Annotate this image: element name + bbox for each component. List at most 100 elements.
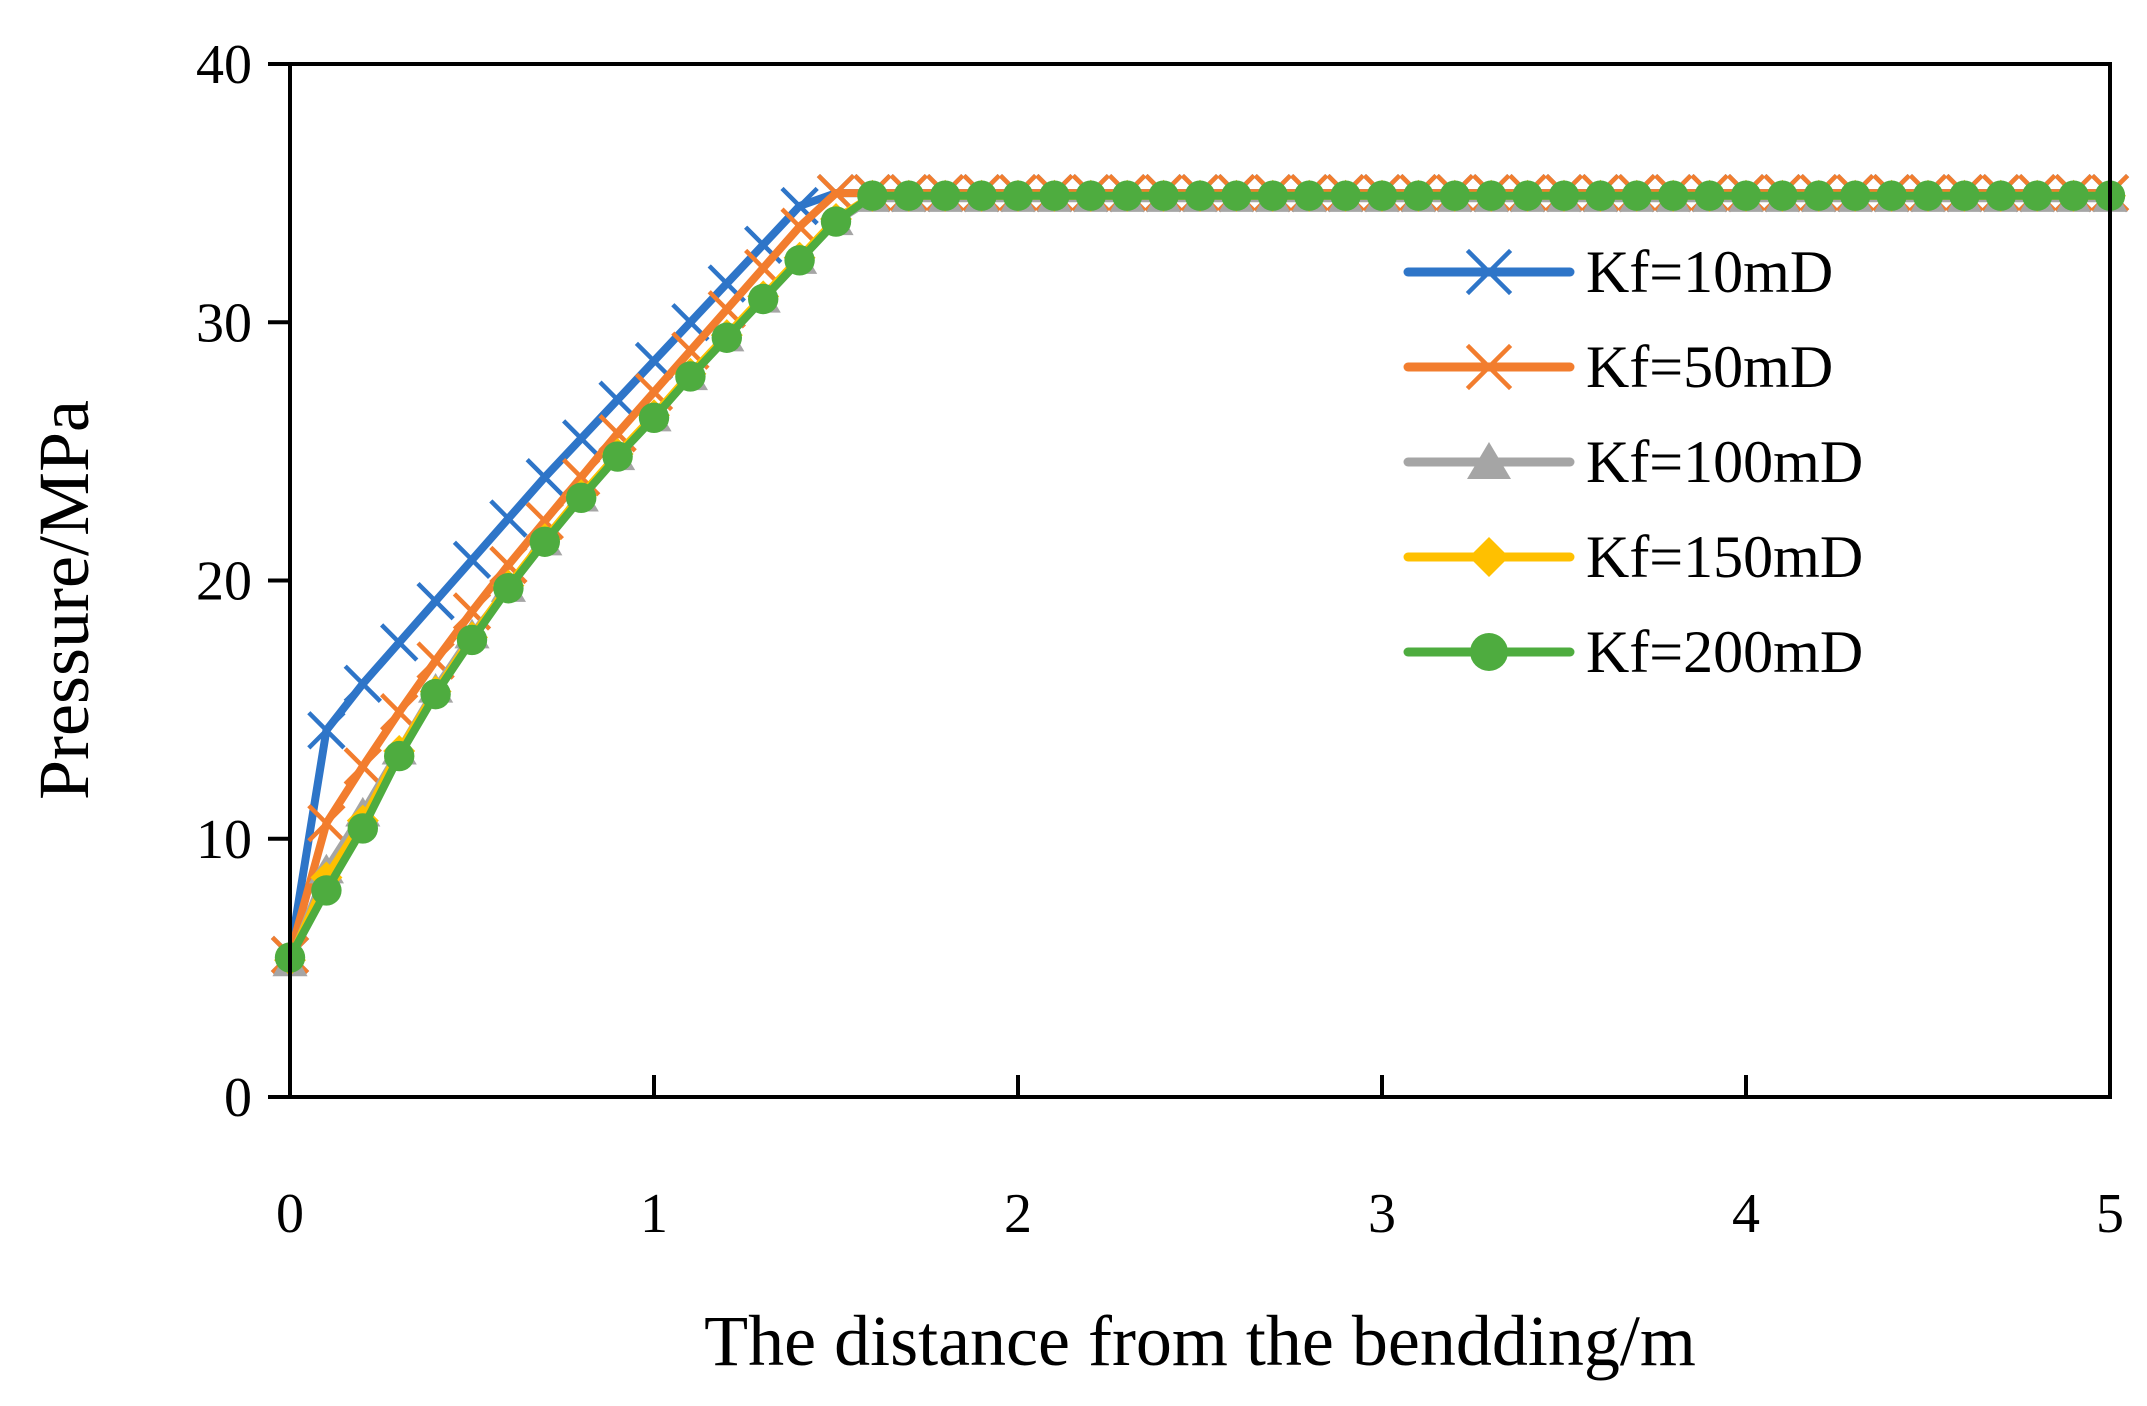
marker-x [1465,343,1513,391]
y-tick-label: 0 [224,1067,252,1129]
marker-stroke [1465,248,1513,296]
x-tick-label: 1 [640,1183,668,1245]
marker-x [452,540,492,580]
marker-circle [311,875,342,906]
marker-circle [1330,180,1361,211]
marker-circle [493,573,524,604]
marker-circle [1658,180,1689,211]
marker-x [380,623,419,662]
x-tick-label: 3 [1368,1183,1396,1245]
marker-triangle [1467,442,1511,479]
marker-circle [930,180,961,211]
marker-circle [1403,180,1434,211]
marker-x [489,499,528,538]
marker-stroke [634,341,674,381]
marker-circle [602,441,633,472]
marker-circle [1585,180,1616,211]
marker-circle [1803,180,1835,211]
marker-circle [1767,180,1798,211]
marker-circle [857,180,888,211]
marker-stroke [780,207,819,246]
marker-x [562,419,601,458]
x-tick-label: 5 [2096,1183,2124,1245]
legend-item: Kf=200mD [1403,619,1863,685]
marker-stroke [634,372,674,412]
marker-circle [1694,180,1725,211]
marker-x [634,341,674,381]
marker-x [598,380,637,419]
marker-x [307,804,346,843]
marker-circle [711,322,742,353]
marker-x [416,581,455,621]
marker-circle [1148,180,1179,211]
marker-stroke [489,499,528,538]
marker-circle [1985,180,2017,211]
marker-stroke [343,747,382,786]
marker-circle [1949,180,1980,211]
marker-stroke [671,331,710,370]
marker-stroke [525,458,564,497]
series-kf-200md [274,180,2126,973]
marker-circle [1470,633,1508,671]
x-tick-label: 0 [276,1183,304,1245]
marker-stroke [452,592,492,631]
marker-stroke [598,380,637,419]
marker-stroke [307,804,346,843]
marker-circle [2058,180,2089,211]
marker-circle [1912,180,1944,211]
legend-label: Kf=10mD [1586,239,1833,305]
marker-circle [1257,180,1289,211]
marker-circle [384,740,415,772]
marker-stroke [380,693,419,732]
legend-item: Kf=50mD [1403,334,1833,400]
marker-x [816,173,856,213]
marker-circle [529,526,560,557]
marker-circle [1002,180,1034,211]
marker-circle [1039,180,1070,211]
marker-x [525,458,564,497]
marker-x [780,207,819,246]
x-tick-label: 4 [1732,1183,1760,1245]
marker-stroke [452,540,492,580]
marker-stroke [416,581,455,621]
x-axis-label: The distance from the bendding/m [704,1301,1696,1381]
marker-x [380,693,419,732]
marker-circle [784,245,815,276]
legend-label: Kf=50mD [1586,334,1833,400]
axis-layer: 0 10 20 30 40 0 1 2 3 4 5 [196,34,2124,1245]
marker-circle [1621,180,1653,211]
marker-stroke [380,623,419,662]
marker-stroke [416,641,455,680]
legend-label: Kf=100mD [1586,429,1863,495]
marker-circle [638,402,670,434]
marker-circle [456,624,488,656]
marker-circle [748,283,779,315]
marker-diamond [1469,537,1509,577]
legend-label: Kf=200mD [1586,619,1863,685]
marker-circle [1112,180,1143,211]
y-axis-label: Pressure/MPa [24,400,104,800]
marker-circle [347,813,378,844]
marker-circle [420,678,451,710]
series-layer [270,173,2130,977]
marker-stroke [671,303,710,342]
legend: Kf=10mD Kf=50mD Kf=100mD Kf=150mD Kf=200mD [1403,239,1863,685]
marker-circle [1075,180,1107,211]
marker-stroke [489,545,528,585]
marker-circle [2022,180,2053,211]
marker-stroke [707,290,746,329]
marker-circle [1512,180,1543,211]
legend-item: Kf=150mD [1403,524,1863,590]
marker-circle [675,361,706,392]
marker-circle [1221,180,1252,211]
marker-stroke [1465,343,1513,391]
marker-stroke [307,711,346,750]
marker-circle [1439,180,1471,211]
legend-label: Kf=150mD [1586,524,1863,590]
marker-circle [893,180,924,211]
marker-x [307,711,346,750]
marker-stroke [562,419,601,458]
marker-x [343,664,382,703]
